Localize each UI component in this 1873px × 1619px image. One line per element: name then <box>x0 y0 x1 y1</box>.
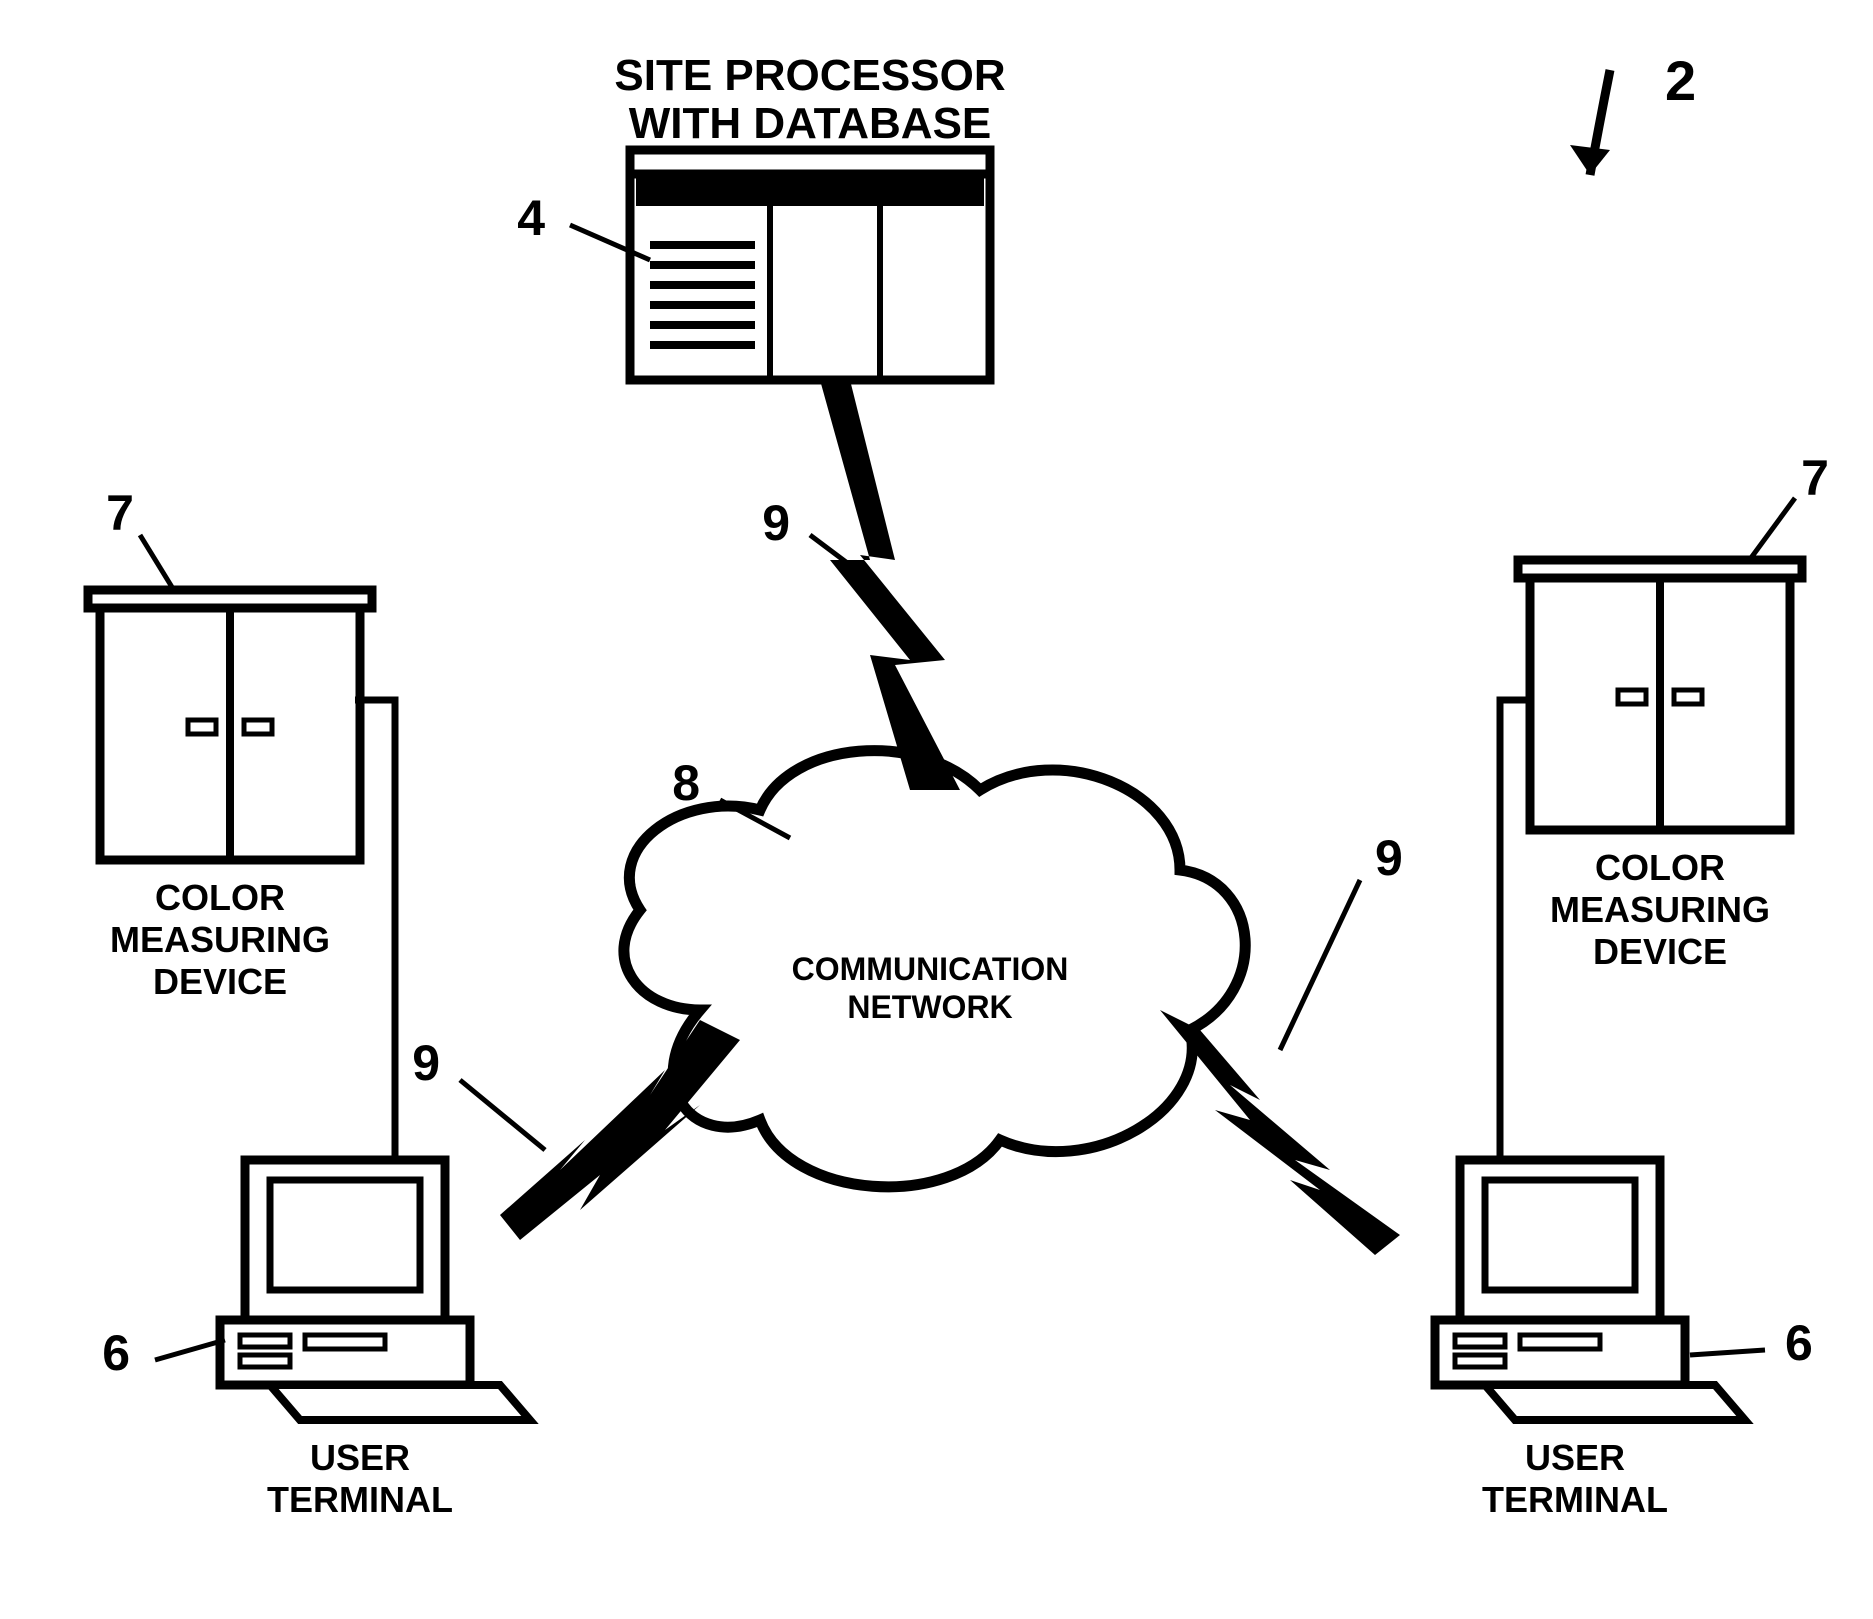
network-diagram: SITE PROCESSOR WITH DATABASE 4 2 COLOR M… <box>0 0 1873 1619</box>
cmd-left-l2: MEASURING <box>110 919 330 960</box>
ref-6-right: 6 <box>1785 1315 1813 1371</box>
ref-7-left: 7 <box>106 485 134 541</box>
cmd-right-l2: MEASURING <box>1550 889 1770 930</box>
cmd-right-l3: DEVICE <box>1593 931 1727 972</box>
cloud-label-2: NETWORK <box>847 989 1012 1025</box>
ref-9-right: 9 <box>1375 830 1403 886</box>
color-device-right <box>1518 560 1802 830</box>
site-processor-label-1: SITE PROCESSOR <box>614 51 1005 100</box>
cmd-left-l3: DEVICE <box>153 961 287 1002</box>
user-terminal-right <box>1435 1160 1745 1420</box>
ref-9-left: 9 <box>412 1035 440 1091</box>
term-left-l1: USER <box>310 1437 410 1478</box>
link-top <box>820 380 960 790</box>
user-terminal-left <box>220 1160 530 1420</box>
ref-2: 2 <box>1665 49 1696 112</box>
term-left-l2: TERMINAL <box>267 1479 453 1520</box>
site-processor-label-2: WITH DATABASE <box>629 99 992 148</box>
link-left <box>500 1020 740 1240</box>
cmd-right-l1: COLOR <box>1595 847 1725 888</box>
cmd-left-l1: COLOR <box>155 877 285 918</box>
term-right-l1: USER <box>1525 1437 1625 1478</box>
cloud-label-1: COMMUNICATION <box>792 951 1069 987</box>
ref-6-left: 6 <box>102 1325 130 1381</box>
term-right-l2: TERMINAL <box>1482 1479 1668 1520</box>
site-processor-node <box>630 150 990 380</box>
color-device-left <box>88 590 372 860</box>
ref-9-top: 9 <box>762 495 790 551</box>
ref-4: 4 <box>517 190 545 246</box>
ref-7-right: 7 <box>1801 450 1829 506</box>
ref-8: 8 <box>672 755 700 811</box>
